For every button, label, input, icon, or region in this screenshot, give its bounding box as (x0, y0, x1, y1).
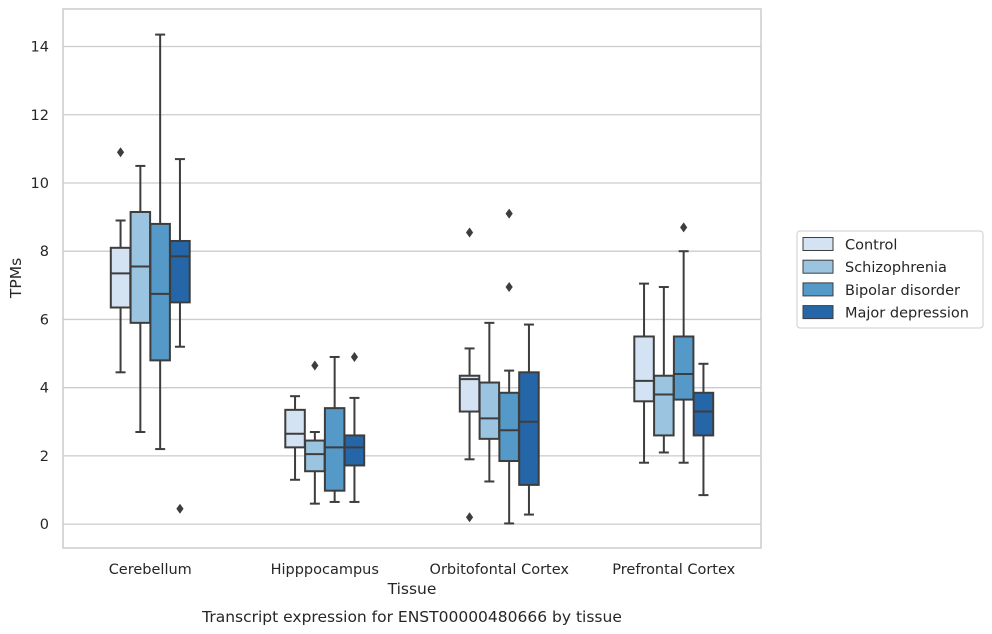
boxes (109, 33, 715, 525)
box-group (323, 355, 346, 503)
box-group (633, 282, 655, 464)
box-group (304, 360, 326, 505)
y-tick-label: 10 (31, 176, 49, 192)
legend-swatch (802, 259, 834, 274)
box-group (653, 286, 675, 454)
x-tick-label: Orbitofontal Cortex (430, 562, 570, 578)
flier-point (465, 227, 474, 238)
box-iqr (518, 371, 540, 486)
box-group (343, 351, 366, 503)
box-iqr (304, 439, 326, 473)
box-group (672, 222, 695, 464)
legend-label: Control (845, 238, 897, 254)
box-iqr (109, 246, 132, 309)
box-group (169, 158, 191, 514)
legend-label: Bipolar disorder (845, 283, 960, 299)
legend-swatch (802, 282, 834, 297)
flier-point (505, 282, 513, 293)
box-iqr (343, 434, 366, 467)
y-ticks: 0 2 4 6 8 10 12 14 (31, 40, 49, 534)
box-group (129, 164, 152, 434)
legend-swatch (802, 237, 834, 251)
x-ticks: Cerebellum Hipppocampus Orbitofontal Corte… (109, 562, 736, 578)
y-tick-label: 2 (40, 449, 49, 465)
box-iqr (284, 408, 306, 449)
box-iqr (653, 374, 675, 437)
y-tick-label: 8 (40, 244, 49, 260)
box-group (284, 395, 306, 481)
figure-caption: Transcript expression for ENST0000048066… (201, 608, 622, 626)
box-iqr (169, 239, 191, 304)
box-iqr (323, 407, 346, 492)
x-axis-label: Tissue (387, 580, 437, 598)
y-tick-label: 14 (31, 40, 49, 56)
box-iqr (458, 374, 481, 413)
y-tick-label: 0 (40, 517, 49, 533)
box-iqr (692, 391, 715, 437)
box-group (458, 227, 481, 523)
y-tick-label: 4 (40, 381, 49, 397)
box-group (518, 323, 540, 516)
box-iqr (633, 335, 655, 403)
legend-frame (796, 230, 984, 329)
legend-label: Schizophrenia (845, 260, 947, 276)
flier-point (311, 360, 319, 371)
flier-point (116, 147, 125, 158)
legend-label: Major depression (845, 306, 969, 322)
flier-point (350, 351, 359, 362)
y-tick-label: 12 (31, 108, 49, 124)
flier-point (176, 503, 184, 514)
legend: Control Schizophrenia Bipolar disorder Majo… (796, 230, 984, 329)
y-tick-label: 6 (40, 312, 49, 328)
box-group (109, 147, 132, 374)
box-iqr (672, 335, 695, 401)
box-group (498, 208, 520, 525)
plot-frame (62, 8, 762, 549)
legend-swatch (802, 305, 834, 320)
box-iqr (478, 381, 501, 440)
box-group (149, 33, 171, 451)
flier-point (505, 208, 513, 219)
box-iqr (149, 222, 171, 362)
box-group (478, 321, 501, 483)
y-axis-label: TPMs (7, 258, 25, 299)
flier-point (465, 512, 474, 523)
box-iqr (498, 391, 520, 463)
flier-point (680, 222, 688, 233)
box-group (692, 362, 715, 497)
x-tick-label: Cerebellum (109, 562, 192, 578)
x-tick-label: Hipppocampus (271, 562, 379, 578)
x-tick-label: Prefrontal Cortex (612, 562, 735, 578)
